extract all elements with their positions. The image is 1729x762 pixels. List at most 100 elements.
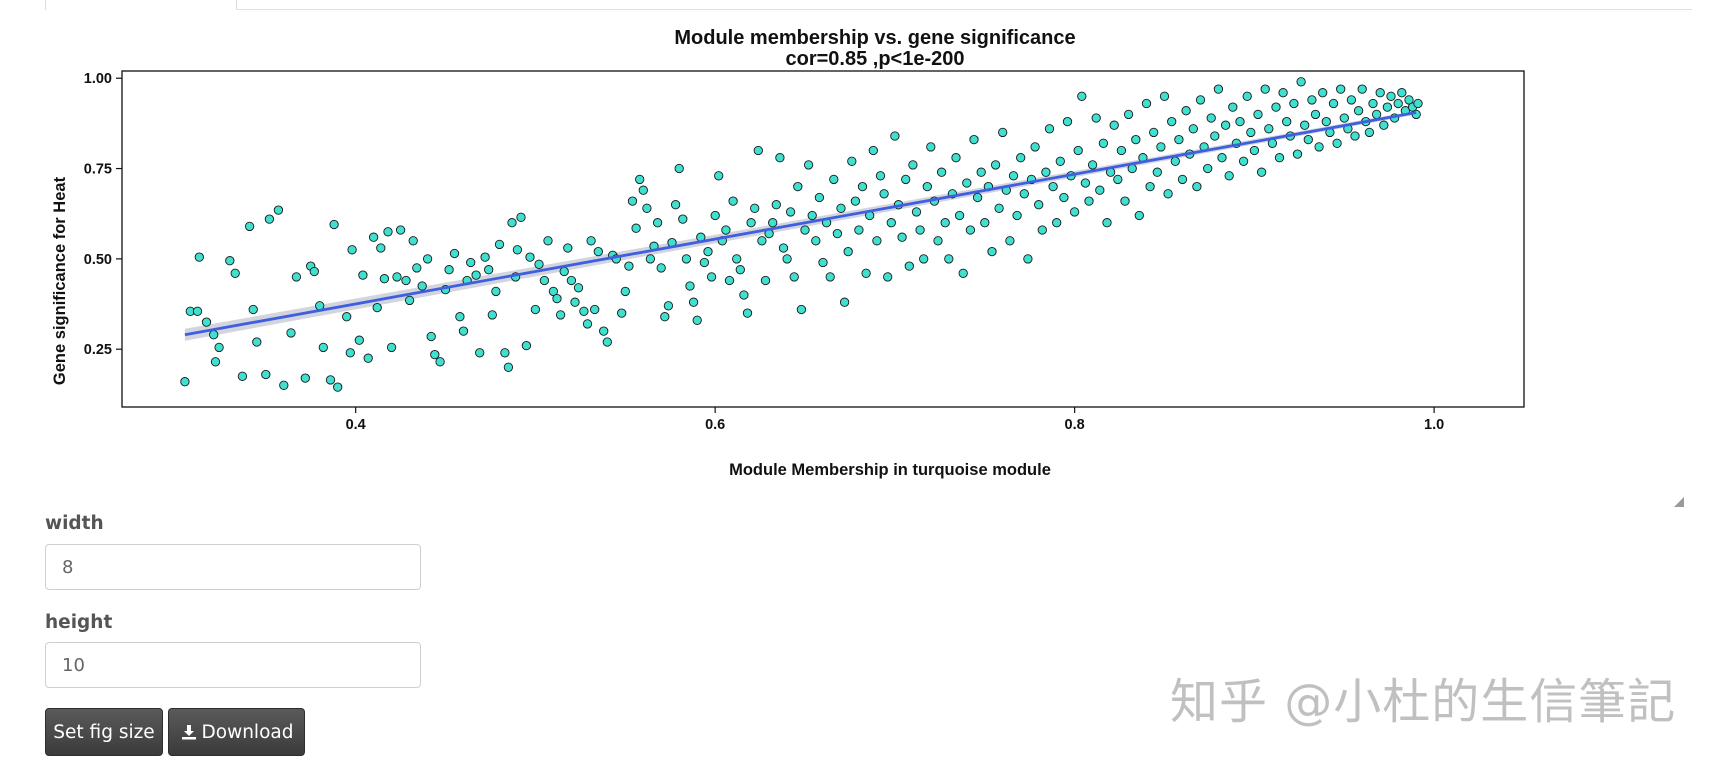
scatter-point	[379, 274, 390, 284]
scatter-point	[962, 178, 972, 188]
scatter-point	[1149, 127, 1159, 138]
scatter-point	[1156, 142, 1166, 152]
scatter-point	[214, 342, 224, 353]
scatter-point	[1260, 84, 1270, 94]
scatter-point	[674, 163, 684, 174]
scatter-point	[1274, 153, 1285, 163]
scatter-point	[1019, 189, 1029, 199]
scatter-point	[692, 315, 702, 325]
scatter-point	[652, 218, 663, 228]
scatter-point	[1224, 171, 1234, 181]
height-input[interactable]	[45, 642, 421, 688]
scatter-point	[728, 196, 738, 206]
scatter-point	[248, 304, 258, 315]
scatter-point	[1253, 109, 1263, 120]
scatter-point	[1080, 178, 1091, 188]
scatter-point	[1023, 254, 1033, 264]
scatter-point	[1282, 116, 1292, 127]
scatter-point	[1170, 156, 1180, 166]
active-tab[interactable]	[45, 0, 237, 10]
scatter-point	[1235, 116, 1245, 127]
scatter-point	[579, 306, 589, 316]
scatter-point	[1371, 109, 1382, 120]
x-tick-label: 0.4	[346, 417, 366, 433]
scatter-point	[1077, 91, 1087, 101]
scatter-point	[466, 257, 476, 268]
scatter-point	[825, 272, 835, 282]
scatter-point	[539, 275, 550, 286]
scatter-point	[1271, 102, 1281, 112]
plot-area: 0.4 0.6 0.8 1.0 0.25 0.50 0.75 1.00	[84, 70, 1525, 433]
scatter-point	[543, 236, 553, 246]
height-label: height	[45, 612, 113, 633]
scatter-point	[1393, 98, 1403, 109]
scatter-point	[1357, 84, 1367, 94]
scatter-point	[843, 246, 853, 257]
scatter-point	[1264, 124, 1274, 134]
scatter-point	[1008, 171, 1019, 181]
scatter-point	[1368, 98, 1378, 109]
scatter-point	[435, 357, 445, 367]
scatter-point	[1069, 207, 1080, 217]
x-tick-label: 0.8	[1065, 417, 1085, 433]
download-button[interactable]: Download	[168, 708, 305, 756]
scatter-point	[919, 254, 929, 264]
scatter-point	[1203, 163, 1213, 174]
tab-strip	[0, 0, 1729, 12]
scatter-point	[1091, 113, 1101, 123]
scatter-point	[875, 171, 886, 181]
scatter-point	[552, 293, 562, 304]
scatter-point	[1098, 138, 1109, 148]
scatter-point	[570, 297, 580, 307]
scatter-point	[1397, 88, 1407, 98]
scatter-point	[850, 196, 861, 206]
scatter-point	[868, 145, 878, 156]
scatter-point	[990, 160, 1001, 170]
scatter-point	[1249, 145, 1260, 156]
scatter-point	[908, 160, 918, 170]
scatter-point	[209, 330, 219, 340]
scatter-point	[471, 270, 481, 280]
scatter-point	[1346, 95, 1357, 105]
resize-handle-icon[interactable]	[1674, 497, 1684, 507]
scatter-point	[1375, 88, 1385, 98]
scatter-point	[789, 272, 799, 282]
scatter-point	[582, 319, 593, 329]
scatter-point	[998, 127, 1008, 138]
scatter-point	[252, 337, 262, 347]
scatter-point	[210, 357, 221, 367]
scatter-point	[1041, 167, 1051, 177]
x-tick-label: 1.0	[1424, 417, 1444, 433]
scatter-point	[1181, 106, 1191, 116]
scatter-point	[685, 281, 695, 291]
scatter-point	[1307, 95, 1317, 105]
scatter-point	[854, 225, 864, 235]
scatter-point	[940, 218, 950, 228]
scatter-point	[1167, 116, 1177, 127]
scatter-point	[936, 167, 947, 177]
scatter-point	[775, 153, 785, 163]
scatter-point	[778, 243, 789, 253]
set-fig-size-button[interactable]: Set fig size	[45, 708, 163, 756]
scatter-point	[1353, 106, 1364, 116]
scatter-point	[1364, 127, 1375, 138]
width-label: width	[45, 513, 104, 534]
width-input[interactable]	[45, 544, 421, 590]
tab-divider	[237, 9, 1692, 10]
scatter-point	[484, 265, 494, 275]
scatter-point	[333, 382, 343, 392]
scatter-point	[883, 272, 893, 282]
scatter-point	[286, 328, 296, 338]
scatter-plot: Module membership vs. gene significance …	[51, 27, 1525, 479]
scatter-point	[663, 301, 674, 311]
fit-line	[184, 111, 1417, 337]
scatter-point	[458, 326, 469, 336]
scatter-point	[358, 270, 368, 280]
scatter-point	[1289, 98, 1299, 109]
scatter-point	[1163, 189, 1173, 199]
scatter-point	[1102, 218, 1112, 228]
scatter-point	[392, 272, 402, 282]
chart-title: Module membership vs. gene significance	[674, 27, 1075, 49]
scatter-point	[180, 377, 190, 387]
scatter-point	[703, 246, 713, 257]
